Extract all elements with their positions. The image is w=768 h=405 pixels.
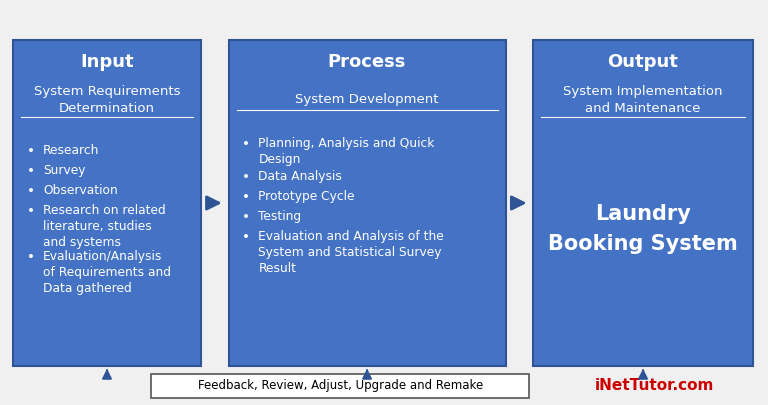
- Text: •: •: [28, 145, 35, 158]
- Text: Research on related
literature, studies
and systems: Research on related literature, studies …: [43, 204, 166, 249]
- Text: •: •: [28, 249, 35, 264]
- Text: •: •: [28, 164, 35, 178]
- Text: •: •: [243, 190, 250, 204]
- Text: •: •: [243, 230, 250, 244]
- FancyBboxPatch shape: [229, 40, 505, 366]
- Text: Prototype Cycle: Prototype Cycle: [259, 190, 355, 203]
- Text: System Implementation
and Maintenance: System Implementation and Maintenance: [563, 85, 723, 115]
- Text: Research: Research: [43, 145, 100, 158]
- Text: Evaluation and Analysis of the
System and Statistical Survey
Result: Evaluation and Analysis of the System an…: [259, 230, 444, 275]
- Text: Input: Input: [80, 53, 134, 71]
- Text: •: •: [243, 210, 250, 224]
- Text: System Development: System Development: [296, 93, 439, 106]
- Text: •: •: [243, 170, 250, 184]
- Text: Data Analysis: Data Analysis: [259, 170, 343, 183]
- Text: Observation: Observation: [43, 184, 118, 197]
- Text: •: •: [243, 137, 250, 151]
- Text: Feedback, Review, Adjust, Upgrade and Remake: Feedback, Review, Adjust, Upgrade and Re…: [197, 379, 483, 392]
- Text: •: •: [28, 184, 35, 198]
- Text: Survey: Survey: [43, 164, 86, 177]
- Text: Process: Process: [328, 53, 406, 71]
- Text: •: •: [28, 204, 35, 218]
- Text: Planning, Analysis and Quick
Design: Planning, Analysis and Quick Design: [259, 137, 435, 166]
- FancyBboxPatch shape: [151, 374, 529, 398]
- Text: iNetTutor.com: iNetTutor.com: [594, 378, 713, 393]
- Text: Evaluation/Analysis
of Requirements and
Data gathered: Evaluation/Analysis of Requirements and …: [43, 249, 171, 295]
- FancyBboxPatch shape: [534, 40, 753, 366]
- Text: Output: Output: [607, 53, 678, 71]
- FancyBboxPatch shape: [13, 40, 200, 366]
- Text: Laundry
Booking System: Laundry Booking System: [548, 204, 738, 254]
- Text: Testing: Testing: [259, 210, 302, 223]
- Text: System Requirements
Determination: System Requirements Determination: [34, 85, 180, 115]
